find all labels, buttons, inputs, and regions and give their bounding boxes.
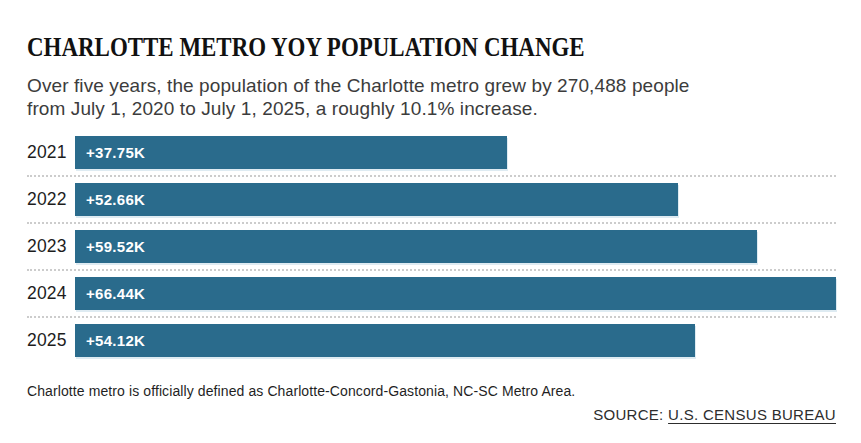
chart-title: CHARLOTTE METRO YOY POPULATION CHANGE	[27, 34, 715, 61]
chart-subtitle-line-1: Over five years, the population of the C…	[27, 74, 836, 97]
bar-chart: 2021 +37.75K 2022 +52.66K 2023 +59.52K 2024 +66…	[27, 136, 836, 357]
bar-track: +52.66K	[75, 183, 836, 216]
row-separator	[27, 169, 836, 183]
bar-track: +37.75K	[75, 136, 836, 169]
bar-value-label: +37.75K	[75, 144, 145, 161]
year-label: 2021	[27, 142, 67, 163]
bar-value-label: +52.66K	[75, 191, 145, 208]
row-separator	[27, 263, 836, 277]
chart-card: CHARLOTTE METRO YOY POPULATION CHANGE Ov…	[0, 0, 861, 423]
source-line: SOURCE: U.S. CENSUS BUREAU	[27, 406, 836, 423]
year-label: 2025	[27, 330, 67, 351]
year-label: 2022	[27, 189, 67, 210]
bar-track: +59.52K	[75, 230, 836, 263]
source-prefix: SOURCE:	[593, 406, 668, 423]
year-label: 2023	[27, 236, 67, 257]
chart-footnote: Charlotte metro is officially defined as…	[27, 383, 836, 399]
bar-value-label: +66.44K	[75, 285, 145, 302]
bar: +54.12K	[75, 324, 695, 357]
bar: +66.44K	[75, 277, 836, 310]
chart-row: 2025 +54.12K	[27, 324, 836, 357]
bar-value-label: +54.12K	[75, 332, 145, 349]
row-separator	[27, 310, 836, 324]
bar-value-label: +59.52K	[75, 238, 145, 255]
bar: +59.52K	[75, 230, 757, 263]
bar-track: +66.44K	[75, 277, 836, 310]
chart-row: 2024 +66.44K	[27, 277, 836, 310]
bar-track: +54.12K	[75, 324, 836, 357]
chart-subtitle-line-2: from July 1, 2020 to July 1, 2025, a rou…	[27, 97, 836, 120]
chart-subtitle: Over five years, the population of the C…	[27, 74, 836, 120]
chart-row: 2021 +37.75K	[27, 136, 836, 169]
chart-row: 2023 +59.52K	[27, 230, 836, 263]
year-label: 2024	[27, 283, 67, 304]
source-link[interactable]: U.S. CENSUS BUREAU	[668, 406, 836, 423]
chart-row: 2022 +52.66K	[27, 183, 836, 216]
bar: +37.75K	[75, 136, 507, 169]
bar: +52.66K	[75, 183, 678, 216]
row-separator	[27, 216, 836, 230]
